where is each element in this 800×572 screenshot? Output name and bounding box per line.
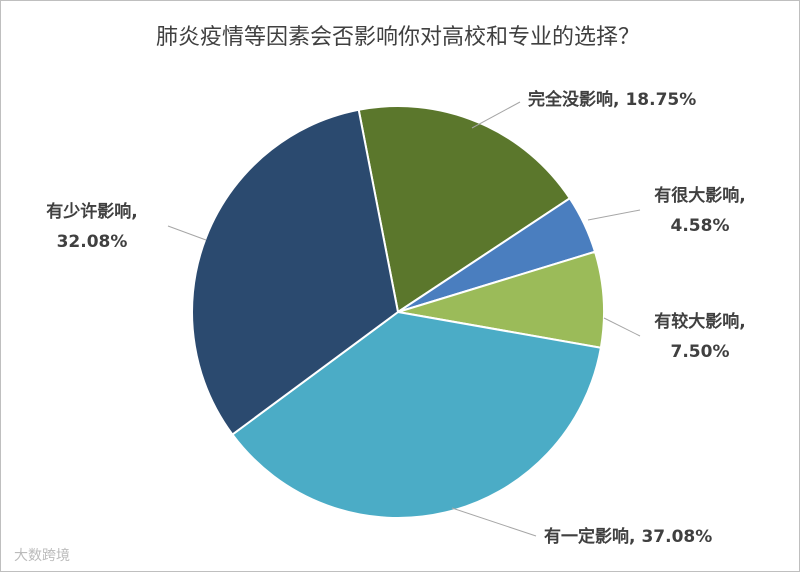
pie-slice [191, 108, 400, 436]
category-label: 有很大影响, [654, 185, 745, 206]
pie-slice [397, 250, 605, 349]
data-label: 有一定影响, 37.08% [544, 526, 712, 547]
category-label: 有一定影响, [544, 526, 635, 547]
leader-line [167, 225, 207, 241]
chart-title: 肺炎疫情等因素会否影响你对高校和专业的选择？ [156, 25, 640, 50]
data-label: 有较大影响, 7.50% [654, 311, 745, 362]
data-label: 有少许影响, 32.08% [46, 201, 137, 252]
value-label: 7.50% [671, 342, 730, 362]
data-label: 有很大影响, 4.58% [654, 185, 745, 236]
leader-line [587, 209, 641, 221]
value-label: 4.58% [671, 216, 730, 236]
pie-slice [357, 105, 572, 314]
pie-slice [231, 310, 603, 519]
leader-line [603, 317, 641, 337]
value-label: 32.08% [57, 232, 128, 252]
value-label: 18.75% [625, 90, 696, 110]
leader-line [471, 101, 521, 129]
leader-line [451, 507, 537, 537]
value-label: 37.08% [641, 527, 712, 547]
category-label: 完全没影响, [528, 89, 619, 110]
data-label: 完全没影响, 18.75% [528, 89, 696, 110]
category-label: 有较大影响, [654, 311, 745, 332]
watermark: 大数跨境 [14, 548, 70, 564]
category-label: 有少许影响, [46, 201, 137, 222]
